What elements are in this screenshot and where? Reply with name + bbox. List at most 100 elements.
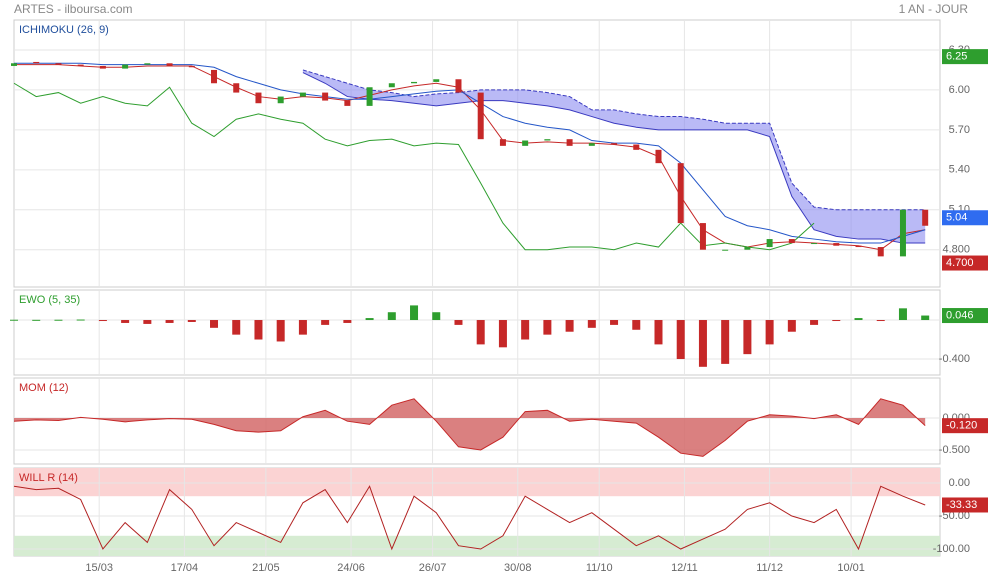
bar xyxy=(432,312,441,321)
bar xyxy=(476,320,485,345)
bar xyxy=(632,320,641,330)
candle xyxy=(677,163,684,224)
candle xyxy=(388,83,395,88)
candle xyxy=(211,69,218,84)
bar xyxy=(321,320,330,325)
bar xyxy=(32,319,41,321)
x-tick-label: 26/07 xyxy=(419,562,447,574)
cloud xyxy=(302,69,926,244)
bar xyxy=(787,320,796,332)
panel-title: ICHIMOKU (26, 9) xyxy=(19,24,109,36)
candle xyxy=(144,63,151,65)
value-tag-label: -33.33 xyxy=(946,499,977,511)
bar xyxy=(810,320,819,325)
cloud-upper xyxy=(302,69,926,211)
bar xyxy=(610,320,619,325)
candle xyxy=(366,87,373,106)
bar xyxy=(565,320,574,332)
y-tick-label: -50.00 xyxy=(939,510,970,522)
bar xyxy=(76,319,85,321)
value-tag xyxy=(942,418,988,434)
candle xyxy=(811,243,818,245)
bar xyxy=(365,318,374,321)
y-tick-label: -0.500 xyxy=(939,444,970,456)
candle xyxy=(855,245,862,248)
bar xyxy=(143,320,152,324)
candle xyxy=(522,140,529,146)
bar xyxy=(210,320,219,328)
cloud-lower xyxy=(302,72,926,244)
area xyxy=(14,398,926,457)
candle xyxy=(99,65,106,69)
candle xyxy=(455,79,462,93)
indicator-line xyxy=(14,64,926,251)
bar xyxy=(187,320,196,322)
x-tick-label: 12/11 xyxy=(671,562,698,574)
bar xyxy=(832,320,841,322)
bar xyxy=(854,318,863,321)
panel-title: MOM (12) xyxy=(19,382,69,394)
bar xyxy=(698,320,707,367)
candle xyxy=(722,249,729,251)
x-tick-label: 17/04 xyxy=(171,562,199,574)
bar xyxy=(254,320,263,340)
x-tick-label: 10/01 xyxy=(837,562,865,574)
candle xyxy=(833,243,840,246)
bar xyxy=(121,320,130,323)
y-tick-label: 5.40 xyxy=(949,164,970,176)
bar xyxy=(387,312,396,321)
bar xyxy=(898,308,907,321)
candle xyxy=(299,92,306,97)
value-tag-label: 4.700 xyxy=(946,257,974,269)
x-tick-label: 30/08 xyxy=(504,562,532,574)
indicator-line xyxy=(14,62,926,244)
x-tick-label: 11/10 xyxy=(586,562,613,574)
candle xyxy=(699,223,706,250)
band xyxy=(14,535,940,556)
value-tag xyxy=(942,497,988,513)
bar xyxy=(721,320,730,364)
bar xyxy=(498,320,507,348)
y-tick-label: 5.70 xyxy=(949,124,970,136)
line xyxy=(13,398,926,457)
candle xyxy=(411,81,418,84)
bar xyxy=(298,320,307,335)
bar xyxy=(165,320,174,323)
y-tick-label: 4.800 xyxy=(942,244,970,256)
x-tick-label: 24/06 xyxy=(337,562,365,574)
period: 1 AN - JOUR xyxy=(899,2,969,16)
bar xyxy=(587,320,596,328)
bar xyxy=(654,320,663,345)
x-tick-label: 21/05 xyxy=(252,562,280,574)
value-tag-label: 0.046 xyxy=(946,309,974,321)
bar xyxy=(876,320,885,322)
candle xyxy=(544,139,551,141)
panel xyxy=(13,19,941,288)
candle xyxy=(744,247,751,250)
candle xyxy=(11,63,17,66)
candle xyxy=(122,64,129,69)
bar xyxy=(98,320,107,322)
candle xyxy=(788,239,795,244)
bar xyxy=(343,320,352,323)
candle xyxy=(477,92,484,140)
candle xyxy=(166,63,173,66)
candle xyxy=(922,209,929,226)
panel-title: EWO (5, 35) xyxy=(19,294,80,306)
candle xyxy=(322,92,329,101)
bar xyxy=(410,305,419,321)
value-tag-label: -0.120 xyxy=(946,420,977,432)
candle xyxy=(55,63,62,65)
candle xyxy=(566,139,573,146)
candle xyxy=(877,247,884,257)
value-tag xyxy=(942,210,988,226)
bar xyxy=(743,320,752,355)
value-tag xyxy=(942,308,988,324)
candle xyxy=(33,61,40,64)
candle xyxy=(633,144,640,150)
source: ARTES - ilboursa.com xyxy=(14,2,132,16)
candle xyxy=(655,149,662,164)
candle xyxy=(766,239,773,248)
bar xyxy=(276,320,285,342)
